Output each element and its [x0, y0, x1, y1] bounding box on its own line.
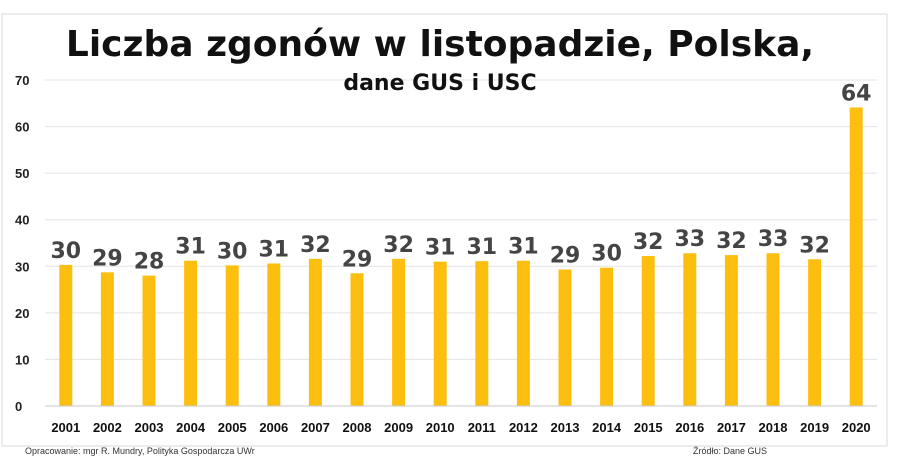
x-tick-label: 2019: [800, 420, 829, 435]
data-label: 64: [841, 81, 872, 106]
chart-title: Liczba zgonów w listopadzie, Polska,: [66, 24, 814, 65]
bar-2001: [59, 264, 73, 406]
chart-border: [1, 13, 888, 447]
x-axis-ticks: 2001 2002 2003 2004 2005 2006 2007 2008 2009 2010…: [51, 420, 870, 435]
y-tick-label: 40: [15, 213, 29, 228]
x-tick-label: 2005: [218, 420, 247, 435]
gridlines: [45, 79, 877, 360]
y-tick-label: 30: [15, 259, 29, 274]
data-label: 31: [425, 236, 456, 261]
bar-2020: [849, 107, 863, 406]
footer-author: Opracowanie: mgr R. Mundry, Polityka Gos…: [25, 446, 255, 456]
bar-2014: [600, 267, 614, 406]
data-label: 32: [799, 233, 830, 258]
bar-2006: [267, 263, 281, 406]
data-label: 29: [550, 244, 581, 269]
data-label: 32: [633, 230, 664, 255]
x-tick-label: 2002: [93, 420, 122, 435]
x-tick-label: 2004: [176, 420, 206, 435]
data-label: 31: [466, 235, 497, 260]
x-tick-label: 2008: [343, 420, 372, 435]
data-label: 29: [342, 247, 373, 272]
y-tick-label: 50: [15, 166, 29, 181]
data-label: 31: [508, 235, 539, 260]
x-tick-label: 2006: [259, 420, 288, 435]
bar-2011: [475, 261, 489, 406]
bar-2019: [808, 259, 822, 406]
x-tick-label: 2009: [384, 420, 413, 435]
data-label: 33: [674, 227, 705, 252]
bar-2004: [184, 260, 198, 406]
data-label: 28: [134, 250, 165, 275]
x-tick-label: 2013: [551, 420, 580, 435]
y-tick-label: 70: [15, 73, 29, 88]
data-label: 31: [258, 237, 289, 262]
chart-subtitle: dane GUS i USC: [343, 71, 536, 96]
x-tick-label: 2020: [842, 420, 871, 435]
bar-2018: [766, 253, 780, 406]
bar-2017: [724, 255, 738, 406]
data-label: 30: [217, 239, 248, 264]
bar-2005: [225, 265, 239, 406]
data-label: 33: [758, 227, 789, 252]
x-tick-label: 2001: [51, 420, 80, 435]
data-label: 29: [92, 246, 123, 271]
x-tick-label: 2016: [675, 420, 704, 435]
bar-2015: [641, 256, 655, 406]
y-tick-label: 10: [15, 352, 29, 367]
x-tick-label: 2007: [301, 420, 330, 435]
y-tick-label: 20: [15, 306, 29, 321]
data-label: 32: [383, 233, 414, 258]
data-label: 31: [175, 235, 206, 260]
data-label: 30: [591, 242, 622, 267]
bar-2002: [100, 272, 114, 406]
x-tick-label: 2017: [717, 420, 746, 435]
x-tick-label: 2012: [509, 420, 538, 435]
bar-2008: [350, 273, 364, 406]
y-axis-ticks: 0 10 20 30 40 50 60 70: [15, 73, 29, 414]
data-labels: 30 29 28 31 30 31 32 29 32 31 31 31 29 30 32 33 32 33 32 64: [50, 81, 871, 274]
bars: [59, 107, 863, 406]
bar-2016: [683, 253, 697, 406]
bar-2012: [516, 260, 530, 406]
data-label: 32: [716, 229, 747, 254]
bar-2003: [142, 275, 156, 406]
x-tick-label: 2018: [759, 420, 788, 435]
bar-2013: [558, 269, 572, 406]
bar-2007: [308, 258, 322, 406]
footer-source: Źródło: Dane GUS: [693, 446, 767, 456]
bar-2010: [433, 261, 447, 406]
x-tick-label: 2014: [592, 420, 622, 435]
y-tick-label: 60: [15, 120, 29, 135]
x-tick-label: 2010: [426, 420, 455, 435]
y-tick-label: 0: [15, 399, 22, 414]
x-tick-label: 2011: [468, 420, 496, 435]
x-tick-label: 2003: [135, 420, 164, 435]
bar-2009: [392, 258, 406, 406]
x-tick-label: 2015: [634, 420, 663, 435]
data-label: 30: [50, 239, 81, 264]
data-label: 32: [300, 233, 331, 258]
